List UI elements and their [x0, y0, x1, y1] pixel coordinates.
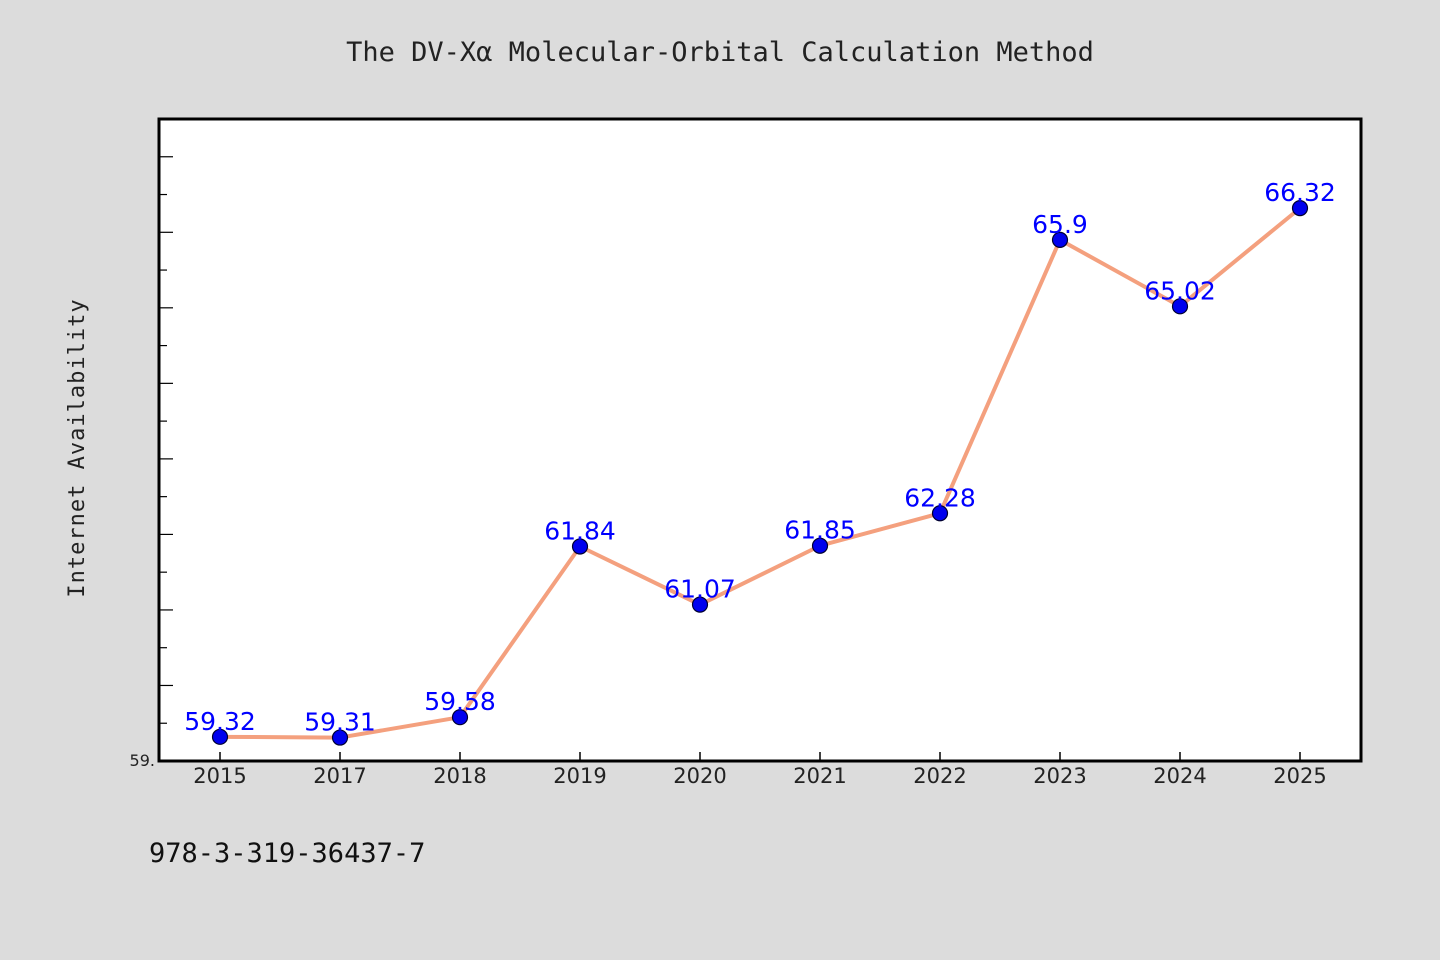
data-point [211, 728, 229, 745]
series-line [218, 206, 1302, 740]
x-axis-tick-labels: 2015 2017 2018 2019 2020 2021 2022 2023 2024 2025 [193, 764, 1326, 788]
data-label: 61.84 [544, 516, 616, 545]
data-labels: 59.32 59.31 59.58 61.84 61.07 61.85 62.28 65.9 6… [184, 178, 1336, 736]
x-axis-ticks [219, 752, 1301, 761]
x-tick-label: 2021 [793, 764, 846, 788]
data-label: 61.85 [784, 516, 856, 545]
x-tick-label: 2020 [673, 764, 726, 788]
x-tick-label: 2017 [313, 764, 366, 788]
y-axis-min-label: 59. [130, 751, 155, 770]
x-tick-label: 2025 [1273, 764, 1326, 788]
data-point [691, 596, 709, 613]
data-label: 59.58 [424, 687, 496, 716]
data-label: 59.31 [304, 708, 376, 737]
y-axis-ticks [159, 118, 173, 762]
x-tick-label: 2019 [553, 764, 606, 788]
series-group [211, 200, 1309, 746]
data-point [1171, 298, 1189, 315]
x-tick-label: 2015 [193, 764, 246, 788]
data-label: 62.28 [904, 483, 976, 512]
chart-title: The DV-Xα Molecular-Orbital Calculation … [346, 37, 1094, 68]
data-label: 65.02 [1144, 276, 1216, 305]
data-label: 61.07 [664, 575, 736, 604]
data-point [1291, 200, 1309, 217]
x-tick-label: 2018 [433, 764, 486, 788]
data-point [451, 709, 469, 726]
data-label: 59.32 [184, 707, 256, 736]
data-point [811, 537, 829, 554]
x-tick-label: 2024 [1153, 764, 1206, 788]
data-point [331, 729, 349, 746]
x-tick-label: 2023 [1033, 764, 1086, 788]
data-point [931, 505, 949, 522]
data-point [571, 538, 589, 555]
y-axis-label: Internet Availability [65, 298, 90, 597]
data-point [1051, 231, 1069, 248]
plot-area [157, 117, 1363, 763]
data-label: 65.9 [1032, 210, 1088, 239]
x-tick-label: 2022 [913, 764, 966, 788]
footer-isbn: 978-3-319-36437-7 [149, 838, 425, 869]
data-label: 66.32 [1264, 178, 1336, 207]
